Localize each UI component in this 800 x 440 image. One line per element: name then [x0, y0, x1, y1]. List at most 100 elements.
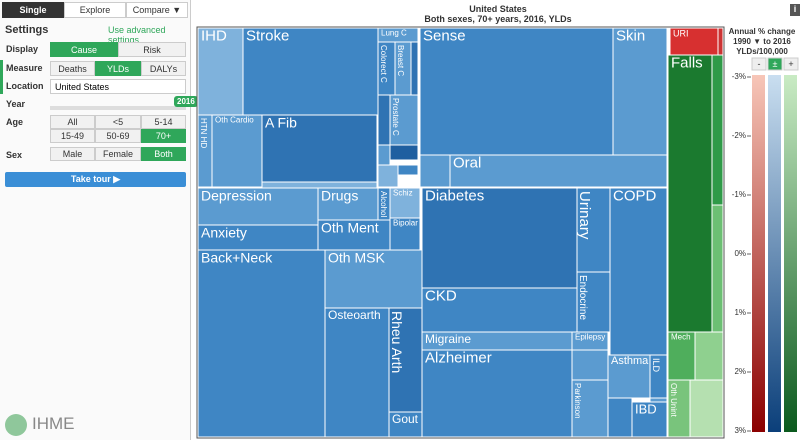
legend-tick-label: 2% — [734, 367, 746, 376]
location-select[interactable]: United States — [50, 79, 186, 94]
option[interactable]: 15-49 — [50, 129, 95, 143]
option[interactable]: DALYs — [141, 61, 186, 76]
tile — [631, 401, 668, 438]
tile — [197, 249, 326, 438]
legend-scale — [752, 75, 765, 432]
advanced-link[interactable]: Use advanced settings — [108, 25, 166, 45]
option[interactable]: Female — [95, 147, 141, 161]
tile — [389, 187, 421, 219]
label: Measure — [6, 63, 43, 73]
tile-label: Endocrine — [577, 275, 588, 320]
tile — [419, 154, 451, 188]
tile — [324, 307, 390, 438]
tile-label: Oth Cardio — [215, 116, 254, 125]
tile — [711, 204, 724, 333]
year-slider[interactable] — [50, 106, 186, 110]
option[interactable]: Cause — [50, 42, 118, 57]
tab[interactable]: Explore — [64, 2, 126, 18]
label: Sex — [6, 150, 23, 160]
legend-scale — [784, 75, 797, 432]
logo: IHME — [32, 414, 75, 433]
tile — [689, 379, 724, 438]
tile — [669, 27, 719, 56]
tile-label: Osteoarth — [328, 308, 381, 322]
option[interactable]: YLDs — [95, 61, 141, 76]
tile-label: A Fib — [265, 114, 297, 130]
option[interactable]: Male — [50, 147, 95, 161]
tour-button[interactable]: Take tour ▶ — [5, 172, 186, 187]
option[interactable]: Both — [141, 147, 186, 161]
viz: United States Both sexes, 70+ years, 201… — [196, 0, 800, 440]
tile — [607, 397, 633, 438]
tile-label: Oth MSK — [328, 249, 385, 265]
viz-subtitle: Both sexes, 70+ years, 2016, YLDs — [424, 14, 572, 24]
tile-label: ILD — [651, 358, 661, 373]
legend-button-label: ± — [773, 59, 778, 69]
option[interactable]: Deaths — [50, 61, 95, 76]
tile — [197, 27, 244, 116]
tile — [419, 27, 614, 156]
info-button[interactable]: i — [790, 4, 800, 16]
tile-label: Oth Unint — [669, 383, 678, 418]
tab[interactable]: Single — [2, 2, 64, 18]
settings-title: Settings — [5, 24, 49, 36]
tile — [211, 114, 263, 188]
tile — [667, 54, 713, 333]
legend-title: 1990 ▼ to 2016 — [733, 37, 791, 46]
legend-tick-label: 3% — [734, 426, 746, 435]
tile — [609, 187, 668, 356]
legend-tick-label: 1% — [734, 308, 746, 317]
tile-label: Falls — [671, 54, 703, 71]
tile-label: Alzheimer — [425, 349, 492, 366]
tile — [397, 164, 419, 176]
legend-button-label: + — [788, 59, 793, 69]
option[interactable]: Risk — [118, 42, 186, 57]
option[interactable]: 5-14 — [141, 115, 186, 129]
option[interactable]: <5 — [95, 115, 141, 129]
legend-title: Annual % change — [729, 27, 796, 36]
legend-button-label: - — [758, 59, 761, 69]
tile-label: Urinary — [576, 191, 593, 240]
location-value: United States — [55, 82, 110, 92]
tile-label: Drugs — [321, 187, 358, 203]
tile-label: Schiz — [393, 189, 413, 198]
tab[interactable]: Compare ▼ — [126, 2, 188, 18]
tile — [421, 349, 573, 438]
option[interactable]: 70+ — [141, 129, 186, 143]
side-panel: Single Explore Compare ▼ Settings Use ad… — [0, 0, 198, 440]
tile-label: Back+Neck — [201, 249, 273, 265]
accent — [0, 60, 3, 94]
tile — [571, 379, 609, 438]
legend-button[interactable] — [783, 57, 799, 71]
tile-label: IBD — [635, 402, 657, 417]
option[interactable]: All — [50, 115, 95, 129]
option[interactable]: 50-69 — [95, 129, 141, 143]
tile-label: Lung C — [381, 29, 407, 38]
label: Display — [6, 44, 39, 54]
tile — [388, 411, 423, 438]
tile-label: CKD — [425, 287, 457, 304]
tile-label: Prostate C — [391, 98, 400, 136]
tile-label: Oth Ment — [321, 219, 379, 235]
tile — [389, 217, 421, 251]
tile — [667, 379, 691, 438]
tile — [612, 27, 668, 156]
tile — [261, 181, 378, 189]
tile — [317, 219, 391, 251]
legend-tick-label: -2% — [732, 131, 746, 140]
tile-label: HTN HD — [199, 118, 208, 148]
tile-label: COPD — [613, 187, 657, 204]
logo-mark — [5, 414, 27, 436]
tile — [389, 94, 419, 146]
tile — [261, 114, 378, 183]
legend-button[interactable] — [767, 57, 783, 71]
year-value: 2016 — [174, 96, 198, 107]
tile-label: Sense — [423, 27, 466, 44]
tile — [421, 187, 578, 289]
legend-tick-label: -1% — [732, 190, 746, 199]
legend-title: YLDs/100,000 — [736, 47, 788, 56]
tile-label: Alcohol — [379, 191, 388, 217]
legend-button[interactable] — [751, 57, 767, 71]
tile-label: URI — [673, 28, 689, 38]
